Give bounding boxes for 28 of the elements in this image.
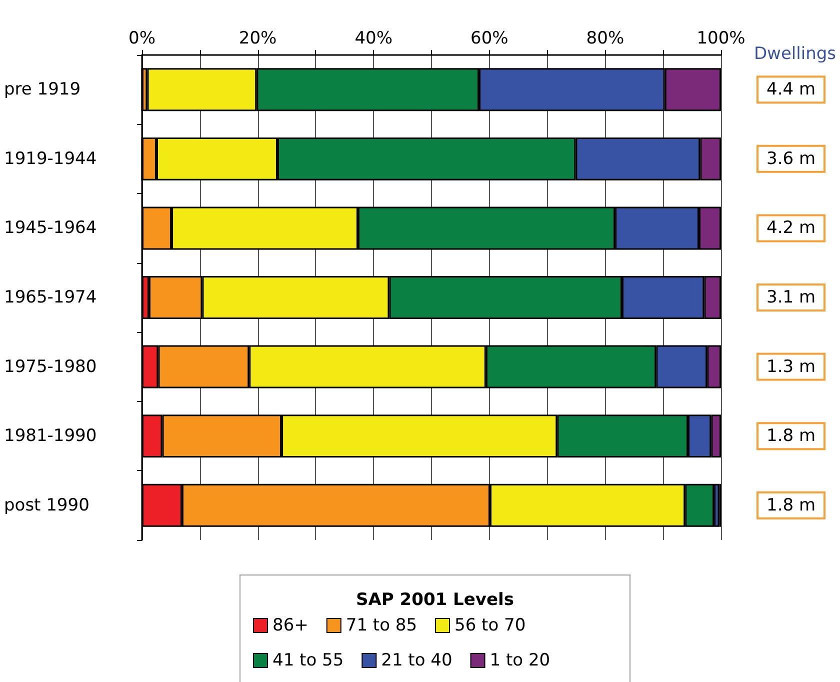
legend-label: 86+ — [272, 616, 308, 636]
y-tick-label: 1945-1964 — [4, 218, 97, 238]
text: 4.4 m — [766, 80, 816, 100]
text: Dwellings — [754, 44, 836, 64]
y-tick-label: post 1990 — [4, 495, 90, 516]
x-tick-label: 20% — [238, 28, 277, 48]
legend-title: SAP 2001 Levels — [356, 590, 514, 610]
y-tick-label: pre 1919 — [4, 80, 81, 100]
text: 1.3 m — [766, 356, 816, 377]
text: 1.8 m — [766, 426, 816, 446]
y-tick-label: 1919-1944 — [4, 148, 97, 169]
y-tick-label: 1981-1990 — [4, 426, 97, 446]
text: 3.1 m — [766, 288, 816, 308]
x-tick-label: 40% — [354, 28, 392, 48]
legend-label: 71 to 85 — [346, 616, 418, 636]
text: 4.2 m — [766, 218, 816, 238]
legend-label: 1 to 20 — [490, 650, 550, 670]
text: 3.6 m — [766, 148, 816, 169]
x-tick-label: 0% — [128, 28, 156, 48]
x-tick-label: 60% — [470, 28, 508, 48]
y-tick-label: 1965-1974 — [4, 288, 97, 308]
legend-label: 41 to 55 — [272, 650, 344, 670]
legend-label: 21 to 40 — [381, 650, 452, 670]
x-tick-label: 100% — [696, 28, 746, 48]
legend-label: 56 to 70 — [454, 616, 526, 636]
text: 1.8 m — [766, 495, 816, 516]
x-tick-label: 80% — [586, 28, 624, 48]
y-tick-label: 1975-1980 — [4, 356, 97, 377]
